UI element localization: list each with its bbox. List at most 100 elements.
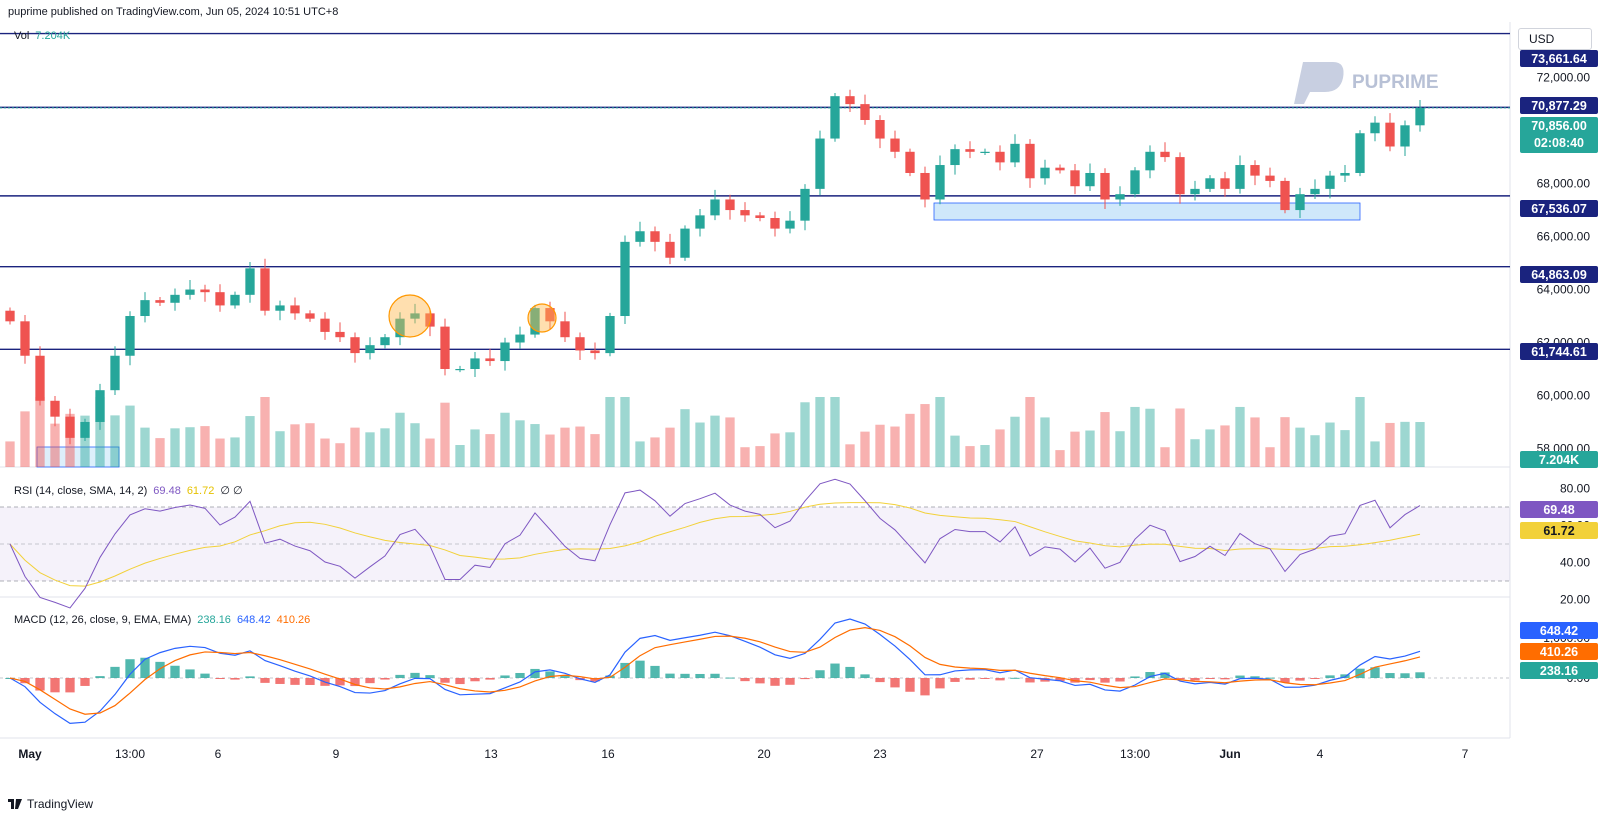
candles[interactable] (5, 89, 1425, 445)
candle-body[interactable] (425, 313, 435, 327)
macd-value-label[interactable]: 648.42 (1520, 622, 1598, 639)
candle-body[interactable] (50, 400, 60, 417)
currency-button[interactable]: USD (1518, 28, 1592, 50)
candle-body[interactable] (890, 138, 900, 152)
candle-body[interactable] (200, 289, 210, 293)
candle-body[interactable] (530, 308, 540, 335)
candle-body[interactable] (65, 416, 75, 438)
candle-body[interactable] (1280, 180, 1290, 211)
candle-body[interactable] (1160, 151, 1170, 158)
candle-body[interactable] (515, 334, 525, 343)
candle-body[interactable] (710, 199, 720, 216)
candle-body[interactable] (1085, 172, 1095, 187)
candle-body[interactable] (995, 151, 1005, 163)
candle-body[interactable] (845, 96, 855, 105)
candle-body[interactable] (455, 368, 465, 371)
candle-body[interactable] (35, 355, 45, 401)
candle-body[interactable] (1055, 167, 1065, 171)
candle-body[interactable] (365, 345, 375, 354)
candle-body[interactable] (500, 342, 510, 362)
candle-body[interactable] (665, 241, 675, 258)
candle-body[interactable] (650, 231, 660, 242)
candle-body[interactable] (770, 218, 780, 229)
candle-body[interactable] (1370, 122, 1380, 134)
candle-body[interactable] (350, 337, 360, 354)
candle-body[interactable] (1385, 122, 1395, 147)
candle-body[interactable] (980, 151, 990, 153)
candle-body[interactable] (1325, 175, 1335, 189)
candle-body[interactable] (725, 199, 735, 211)
candle-body[interactable] (440, 326, 450, 369)
level-label-3[interactable]: 67,536.07 (1520, 200, 1598, 217)
candle-body[interactable] (290, 305, 300, 314)
candle-body[interactable] (1175, 157, 1185, 195)
candle-body[interactable] (815, 138, 825, 189)
candle-body[interactable] (230, 294, 240, 306)
candle-body[interactable] (1025, 143, 1035, 179)
candle-body[interactable] (935, 165, 945, 200)
candle-body[interactable] (110, 355, 120, 391)
candle-body[interactable] (755, 215, 765, 219)
candle-body[interactable] (560, 321, 570, 338)
highlight-circle-1[interactable] (388, 294, 432, 338)
candle-body[interactable] (1070, 170, 1080, 187)
tradingview-footer[interactable]: TradingView (8, 797, 93, 811)
candle-body[interactable] (335, 331, 345, 338)
candle-body[interactable] (1310, 188, 1320, 195)
candle-body[interactable] (140, 300, 150, 317)
candle-body[interactable] (620, 241, 630, 317)
candle-body[interactable] (1265, 175, 1275, 181)
candle-body[interactable] (1130, 170, 1140, 195)
candle-body[interactable] (125, 316, 135, 356)
candle-body[interactable] (800, 188, 810, 221)
candle-body[interactable] (410, 313, 420, 319)
macd-hist-label[interactable]: 238.16 (1520, 662, 1598, 679)
candle-body[interactable] (1205, 178, 1215, 189)
candle-body[interactable] (380, 337, 390, 346)
macd-legend[interactable]: MACD (12, 26, close, 9, EMA, EMA) 238.16 6… (14, 614, 310, 626)
horizontal-levels[interactable] (0, 32, 1510, 350)
candle-body[interactable] (950, 149, 960, 166)
candle-body[interactable] (590, 350, 600, 354)
candle-body[interactable] (185, 289, 195, 295)
candle-body[interactable] (1040, 167, 1050, 179)
level-label-5[interactable]: 61,744.61 (1520, 343, 1598, 360)
candle-body[interactable] (785, 220, 795, 229)
candle-body[interactable] (680, 228, 690, 258)
candle-body[interactable] (275, 305, 285, 311)
candle-body[interactable] (1415, 107, 1425, 126)
candle-body[interactable] (170, 294, 180, 303)
level-label-2[interactable]: 70,877.29 (1520, 97, 1598, 114)
candle-body[interactable] (20, 321, 30, 356)
candle-body[interactable] (545, 308, 555, 322)
candle-body[interactable] (1220, 178, 1230, 189)
candle-body[interactable] (305, 313, 315, 319)
highlight-circle-2[interactable] (527, 303, 557, 333)
candle-body[interactable] (905, 151, 915, 173)
candle-body[interactable] (5, 310, 15, 322)
candle-body[interactable] (1340, 172, 1350, 176)
candle-body[interactable] (80, 421, 90, 438)
candle-body[interactable] (1235, 165, 1245, 189)
macd-signal-label[interactable]: 410.26 (1520, 643, 1598, 660)
candle-body[interactable] (1355, 133, 1365, 173)
volume-label[interactable]: 7.204K (1520, 451, 1598, 468)
candle-body[interactable] (470, 358, 480, 369)
candle-body[interactable] (695, 215, 705, 229)
candle-body[interactable] (605, 316, 615, 354)
candle-body[interactable] (875, 120, 885, 139)
candle-body[interactable] (95, 390, 105, 422)
candle-body[interactable] (215, 292, 225, 306)
candle-body[interactable] (245, 268, 255, 295)
candle-body[interactable] (740, 210, 750, 216)
candle-body[interactable] (830, 96, 840, 139)
candle-body[interactable] (575, 337, 585, 351)
candle-body[interactable] (395, 318, 405, 338)
volume-legend[interactable]: Vol 7.204K (14, 30, 70, 42)
candle-body[interactable] (635, 231, 645, 242)
last-price-label[interactable]: 70,856.00 02:08:40 (1520, 117, 1598, 153)
volume-zone-box[interactable] (36, 446, 120, 468)
rsi-sma-label[interactable]: 61.72 (1520, 522, 1598, 539)
candle-body[interactable] (155, 300, 165, 303)
